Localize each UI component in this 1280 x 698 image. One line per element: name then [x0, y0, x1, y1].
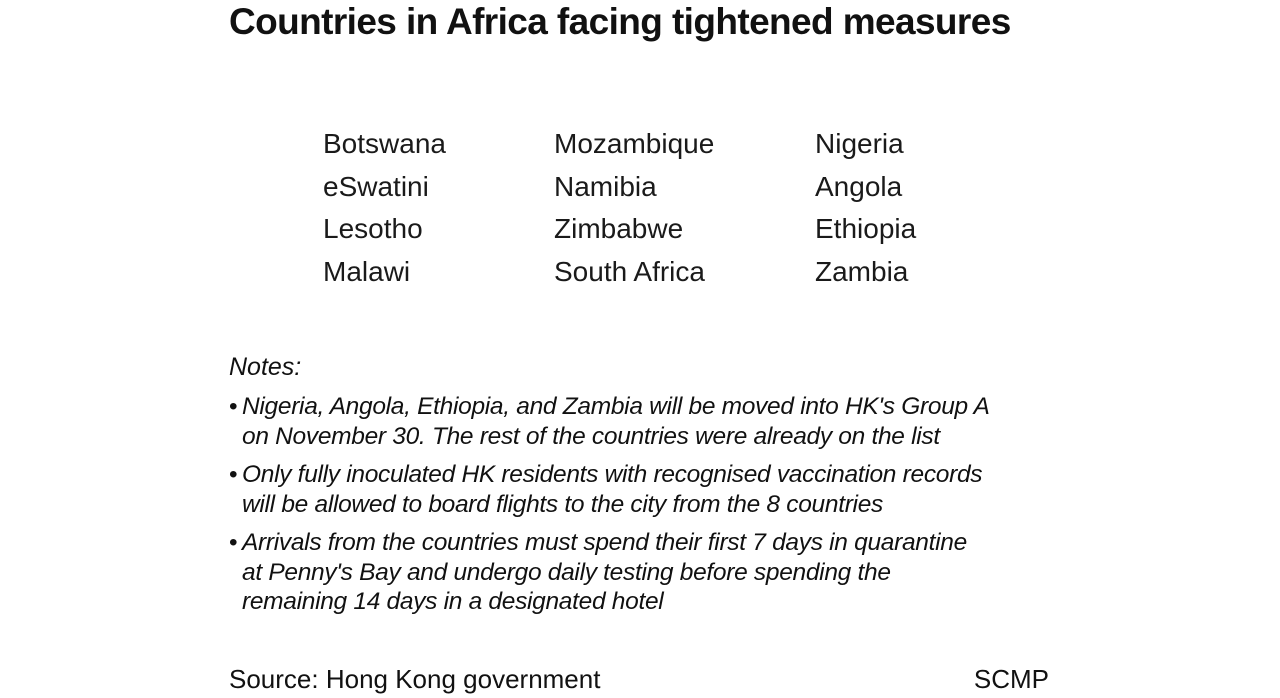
- publisher-credit: SCMP: [973, 664, 1049, 694]
- note-line: • Arrivals from the countries must spend …: [229, 529, 967, 556]
- country-item: Lesotho: [323, 213, 423, 244]
- notes-heading: Notes:: [229, 353, 302, 381]
- note-item: • Arrivals from the countries must spend …: [229, 528, 1049, 617]
- source-note: Source: Hong Kong government: [229, 664, 601, 694]
- country-item: South Africa: [554, 256, 705, 287]
- note-item: • Nigeria, Angola, Ethiopia, and Zambia w…: [229, 392, 1049, 451]
- country-item: Namibia: [554, 171, 657, 202]
- bullet: •: [229, 461, 238, 488]
- country-item: Angola: [815, 171, 903, 202]
- note-line: • Nigeria, Angola, Ethiopia, and Zambia w…: [229, 393, 990, 420]
- country-item: Zambia: [815, 256, 909, 287]
- note-item: • Only fully inoculated HK residents with…: [229, 460, 1049, 519]
- note-line: will be allowed to board flights to the …: [242, 490, 883, 518]
- note-line: remaining 14 days in a designated hotel: [242, 588, 664, 615]
- country-item: Ethiopia: [815, 213, 917, 244]
- note-line: • Only fully inoculated HK residents with…: [229, 461, 983, 488]
- bullet: •: [229, 529, 238, 556]
- country-item: Botswana: [323, 128, 446, 159]
- bullet: •: [229, 393, 238, 420]
- country-item: Zimbabwe: [554, 213, 684, 244]
- country-item: Mozambique: [554, 128, 715, 159]
- country-item: eSwatini: [323, 171, 429, 202]
- note-line: on November 30. The rest of the countrie…: [242, 422, 940, 450]
- country-item: Nigeria: [815, 128, 904, 159]
- country-item: Malawi: [323, 256, 411, 287]
- note-line: at Penny's Bay and undergo daily testing…: [242, 558, 891, 586]
- page-title: Countries in Africa facing tightened mea…: [229, 1, 1011, 42]
